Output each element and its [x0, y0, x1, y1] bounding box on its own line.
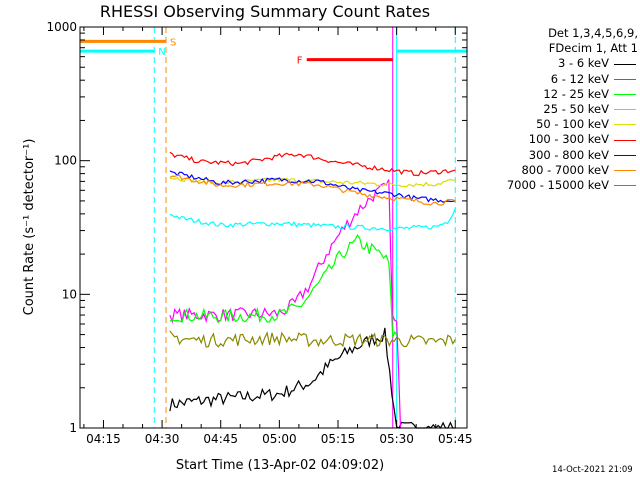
x-tick-label: 05:00 — [262, 432, 297, 446]
legend-swatch — [614, 169, 636, 171]
plot-area: SN F — [80, 27, 467, 430]
y-axis: 1 10 100 1000 — [46, 20, 467, 435]
legend-entry: 6 - 12 keV — [470, 72, 638, 87]
series-line — [169, 170, 456, 203]
legend-entry: 25 - 50 keV — [470, 102, 638, 117]
legend-swatch — [614, 78, 636, 80]
series-line — [169, 327, 456, 430]
legend: Det 1,3,4,5,6,9, FDecim 1, Att 1 3 - 6 k… — [470, 26, 638, 193]
legend-label: 7000 - 15000 keV — [506, 178, 609, 193]
legend-entry: 12 - 25 keV — [470, 87, 638, 102]
flag-label: N — [158, 47, 165, 58]
y-axis-label: Count Rate (s⁻¹ detector⁻¹) — [22, 139, 37, 316]
legend-label: 12 - 25 keV — [543, 86, 609, 101]
x-tick-label: 04:15 — [86, 432, 121, 446]
legend-label: 6 - 12 keV — [550, 71, 609, 86]
footer-timestamp: 14-Oct-2021 21:09 — [552, 465, 633, 475]
x-tick-label: 04:30 — [145, 432, 180, 446]
plot-frame — [79, 26, 468, 429]
series-line — [169, 208, 456, 232]
series-line — [169, 330, 456, 348]
legend-label: 300 - 800 keV — [528, 147, 609, 162]
x-tick-label: 05:15 — [321, 432, 356, 446]
legend-entries: 3 - 6 keV 6 - 12 keV 12 - 25 keV 25 - 50 ke… — [470, 56, 638, 193]
series-line — [169, 233, 398, 338]
y-tick-label: 1000 — [46, 20, 77, 34]
x-tick-label: 05:45 — [438, 432, 473, 446]
legend-entry: 300 - 800 keV — [470, 148, 638, 163]
y-tick-label: 1 — [69, 421, 77, 435]
legend-entry: 7000 - 15000 keV — [470, 178, 638, 193]
series-line — [169, 151, 456, 177]
legend-header-line: FDecim 1, Att 1 — [548, 41, 638, 56]
legend-header-line: Det 1,3,4,5,6,9, — [548, 26, 638, 40]
y-tick-label: 10 — [62, 287, 77, 301]
legend-swatch — [614, 139, 636, 141]
flag-label: F — [297, 56, 303, 67]
x-tick-label: 04:45 — [203, 432, 238, 446]
legend-label: 25 - 50 keV — [543, 102, 609, 117]
legend-entry: 800 - 7000 keV — [470, 163, 638, 178]
legend-entry: 100 - 300 keV — [470, 132, 638, 147]
legend-label: 100 - 300 keV — [528, 132, 609, 147]
y-tick-label: 100 — [54, 154, 77, 168]
series-line — [169, 174, 456, 206]
legend-label: 3 - 6 keV — [558, 56, 609, 71]
legend-label: 50 - 100 keV — [536, 117, 609, 132]
legend-entry: 50 - 100 keV — [470, 117, 638, 132]
legend-swatch — [614, 63, 636, 65]
legend-swatch — [614, 154, 636, 156]
x-tick-label: 05:30 — [379, 432, 414, 446]
flag-label: S — [170, 37, 176, 48]
legend-swatch — [614, 124, 636, 126]
x-axis-label: Start Time (13-Apr-02 04:09:02) — [176, 458, 384, 473]
legend-swatch — [614, 185, 636, 187]
legend-swatch — [614, 93, 636, 95]
legend-swatch — [614, 109, 636, 111]
x-axis: 04:15 04:30 04:45 05:00 05:15 05:30 05:45 — [83, 27, 473, 446]
legend-label: 800 - 7000 keV — [521, 162, 609, 177]
legend-entry: 3 - 6 keV — [470, 56, 638, 71]
chart-title: RHESSI Observing Summary Count Rates — [100, 2, 430, 21]
